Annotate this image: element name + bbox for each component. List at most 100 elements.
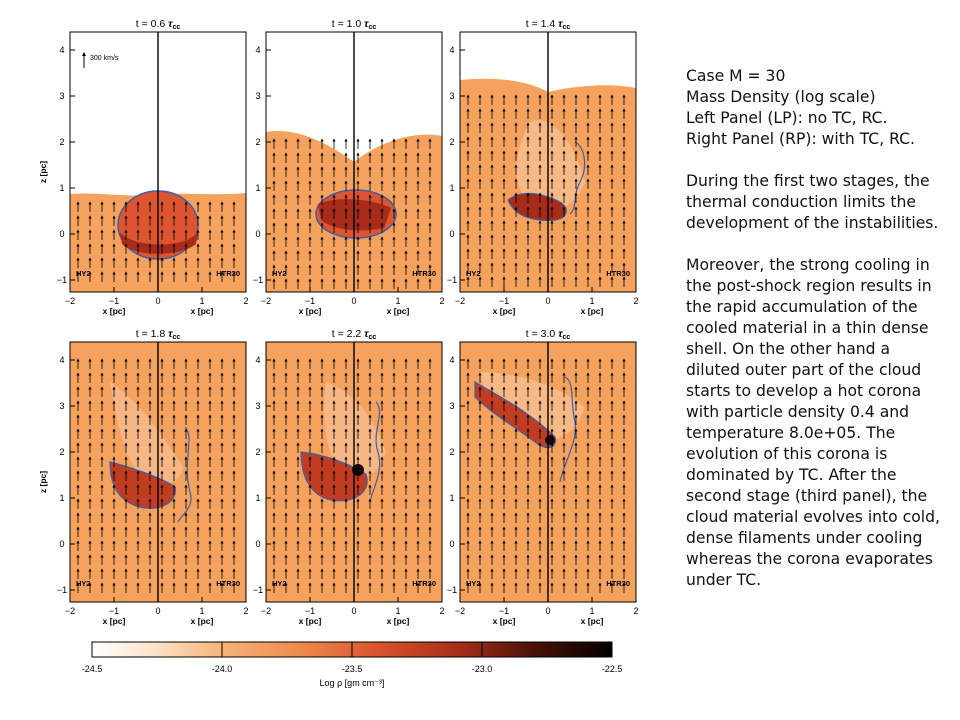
x-tick-label: −2	[65, 296, 75, 306]
paragraph-2-line: with particle density 0.4 and	[686, 403, 910, 421]
y-tick-label: 1	[255, 183, 260, 193]
x-axis-label: x [pc]	[191, 616, 214, 626]
right-panel-tag: HTR30	[606, 269, 630, 278]
panel-time-label: t = 1.4 τcc	[526, 18, 571, 31]
x-tick-label: −2	[261, 606, 271, 616]
colorbar-label: Log ρ [gm cm⁻³]	[320, 678, 385, 688]
paragraph-2-line: dominated by TC. After the	[686, 466, 897, 484]
paragraph-2-line: under TC.	[686, 571, 762, 589]
x-tick-label: 0	[545, 606, 550, 616]
panel-time-label: t = 3.0 τcc	[526, 328, 571, 341]
x-tick-label: 2	[243, 296, 248, 306]
contour	[369, 401, 381, 503]
x-tick-label: −1	[305, 606, 315, 616]
panel-4: −2 −1 0 1 2 −1 0 1 2 3 4 x [pc] x [pc] z [pc] t = 1.8 …	[38, 328, 249, 626]
y-tick-label: 4	[449, 45, 454, 55]
x-axis-label: x [pc]	[493, 616, 516, 626]
x-axis-label: x [pc]	[387, 616, 410, 626]
y-tick-label: 4	[449, 355, 454, 365]
x-tick-label: 1	[199, 296, 204, 306]
right-panel-tag: HTR30	[412, 269, 436, 278]
y-tick-label: 4	[59, 355, 64, 365]
hot-corona	[480, 372, 585, 441]
paragraph-1-line: development of the instabilities.	[686, 214, 939, 232]
x-tick-label: 1	[589, 296, 594, 306]
right-panel-tag: HTR30	[412, 579, 436, 588]
panel-2: −2 −1 0 1 2 −1 0 1 2 3 4 x [pc] x [pc] t = 1.0 τcc HY2…	[253, 18, 445, 316]
right-panel-tag: HTR30	[606, 579, 630, 588]
x-tick-label: 1	[589, 606, 594, 616]
paragraph-2-line: cloud material evolves into cold,	[686, 508, 940, 526]
description-line: Left Panel (LP): no TC, RC.	[686, 109, 888, 127]
y-tick-label: 1	[59, 183, 64, 193]
panel-1: 300 km/s −2 −1 0 1 2 −1 0 1 2 3 4 x [pc] x [pc] z [pc…	[38, 18, 249, 316]
y-tick-label: −1	[57, 585, 67, 595]
x-tick-label: −1	[109, 296, 119, 306]
hot-corona	[324, 382, 386, 478]
y-tick-label: 0	[255, 229, 260, 239]
x-axis-label: x [pc]	[191, 306, 214, 316]
y-tick-label: 1	[255, 493, 260, 503]
y-tick-label: 0	[59, 229, 64, 239]
x-tick-label: 0	[155, 606, 160, 616]
x-tick-label: 2	[439, 606, 444, 616]
x-tick-label: 2	[439, 296, 444, 306]
colorbar-tick-label: -22.5	[602, 664, 623, 674]
paragraph-1-line: During the first two stages, the	[686, 172, 930, 190]
x-tick-label: −2	[261, 296, 271, 306]
y-tick-label: 3	[59, 91, 64, 101]
panel-time-label: t = 1.8 τcc	[136, 328, 181, 341]
colorbar: -24.5 -24.0 -23.5 -23.0 -22.5 Log ρ [gm cm⁻³…	[82, 641, 623, 688]
y-tick-label: 2	[255, 447, 260, 457]
dense-clump	[352, 464, 364, 476]
x-axis-label: x [pc]	[299, 616, 322, 626]
paragraph-2-line: shell. On the other hand a	[686, 340, 891, 358]
contour	[569, 141, 586, 215]
left-panel-tag: HY2	[466, 269, 481, 278]
x-tick-label: −2	[65, 606, 75, 616]
x-tick-label: −1	[305, 296, 315, 306]
paragraph-2-line: the rapid accumulation of the	[686, 298, 918, 316]
y-tick-label: 3	[255, 401, 260, 411]
x-tick-label: −1	[499, 296, 509, 306]
x-tick-label: 0	[351, 296, 356, 306]
y-tick-label: 3	[59, 401, 64, 411]
y-tick-label: 1	[449, 183, 454, 193]
x-tick-label: 1	[395, 606, 400, 616]
paragraph-2-line: cooled material in a thin dense	[686, 319, 929, 337]
x-tick-label: −1	[499, 606, 509, 616]
paragraph-2-line: evolution of this corona is	[686, 445, 888, 463]
y-tick-label: −1	[57, 275, 67, 285]
hot-corona	[110, 382, 183, 485]
y-tick-label: 0	[449, 539, 454, 549]
y-tick-label: 0	[255, 539, 260, 549]
panel-time-label: t = 2.2 τcc	[332, 328, 377, 341]
contour	[177, 426, 192, 523]
x-tick-label: 2	[633, 606, 638, 616]
simulation-figure: 300 km/s −2 −1 0 1 2 −1 0 1 2 3 4 x [pc] x [pc] z [pc…	[38, 18, 639, 688]
x-axis-label: x [pc]	[103, 616, 126, 626]
x-axis-label: x [pc]	[387, 306, 410, 316]
left-panel-tag: HY2	[272, 269, 287, 278]
y-tick-label: 3	[255, 91, 260, 101]
description-line: Mass Density (log scale)	[686, 88, 876, 106]
panel-3: −2 −1 0 1 2 −1 0 1 2 3 4 x [pc] x [pc] t = 1.4 τcc HY2…	[447, 18, 639, 316]
y-tick-label: −1	[447, 275, 457, 285]
right-panel-tag: HTR30	[216, 269, 240, 278]
y-tick-label: 2	[255, 137, 260, 147]
x-axis-label: x [pc]	[581, 306, 604, 316]
y-tick-label: 4	[59, 45, 64, 55]
paragraph-1-line: thermal conduction limits the	[686, 193, 916, 211]
x-axis-label: x [pc]	[493, 306, 516, 316]
left-panel-tag: HY2	[466, 579, 481, 588]
panel-time-label: t = 1.0 τcc	[332, 18, 377, 31]
y-tick-label: 2	[59, 447, 64, 457]
y-tick-label: 3	[449, 91, 454, 101]
dense-clump	[545, 435, 555, 445]
description-line: Right Panel (RP): with TC, RC.	[686, 130, 916, 148]
contour	[559, 376, 577, 483]
x-tick-label: 2	[633, 296, 638, 306]
y-tick-label: 4	[255, 355, 260, 365]
x-tick-label: 0	[155, 296, 160, 306]
velocity-scale-label: 300 km/s	[90, 55, 119, 62]
